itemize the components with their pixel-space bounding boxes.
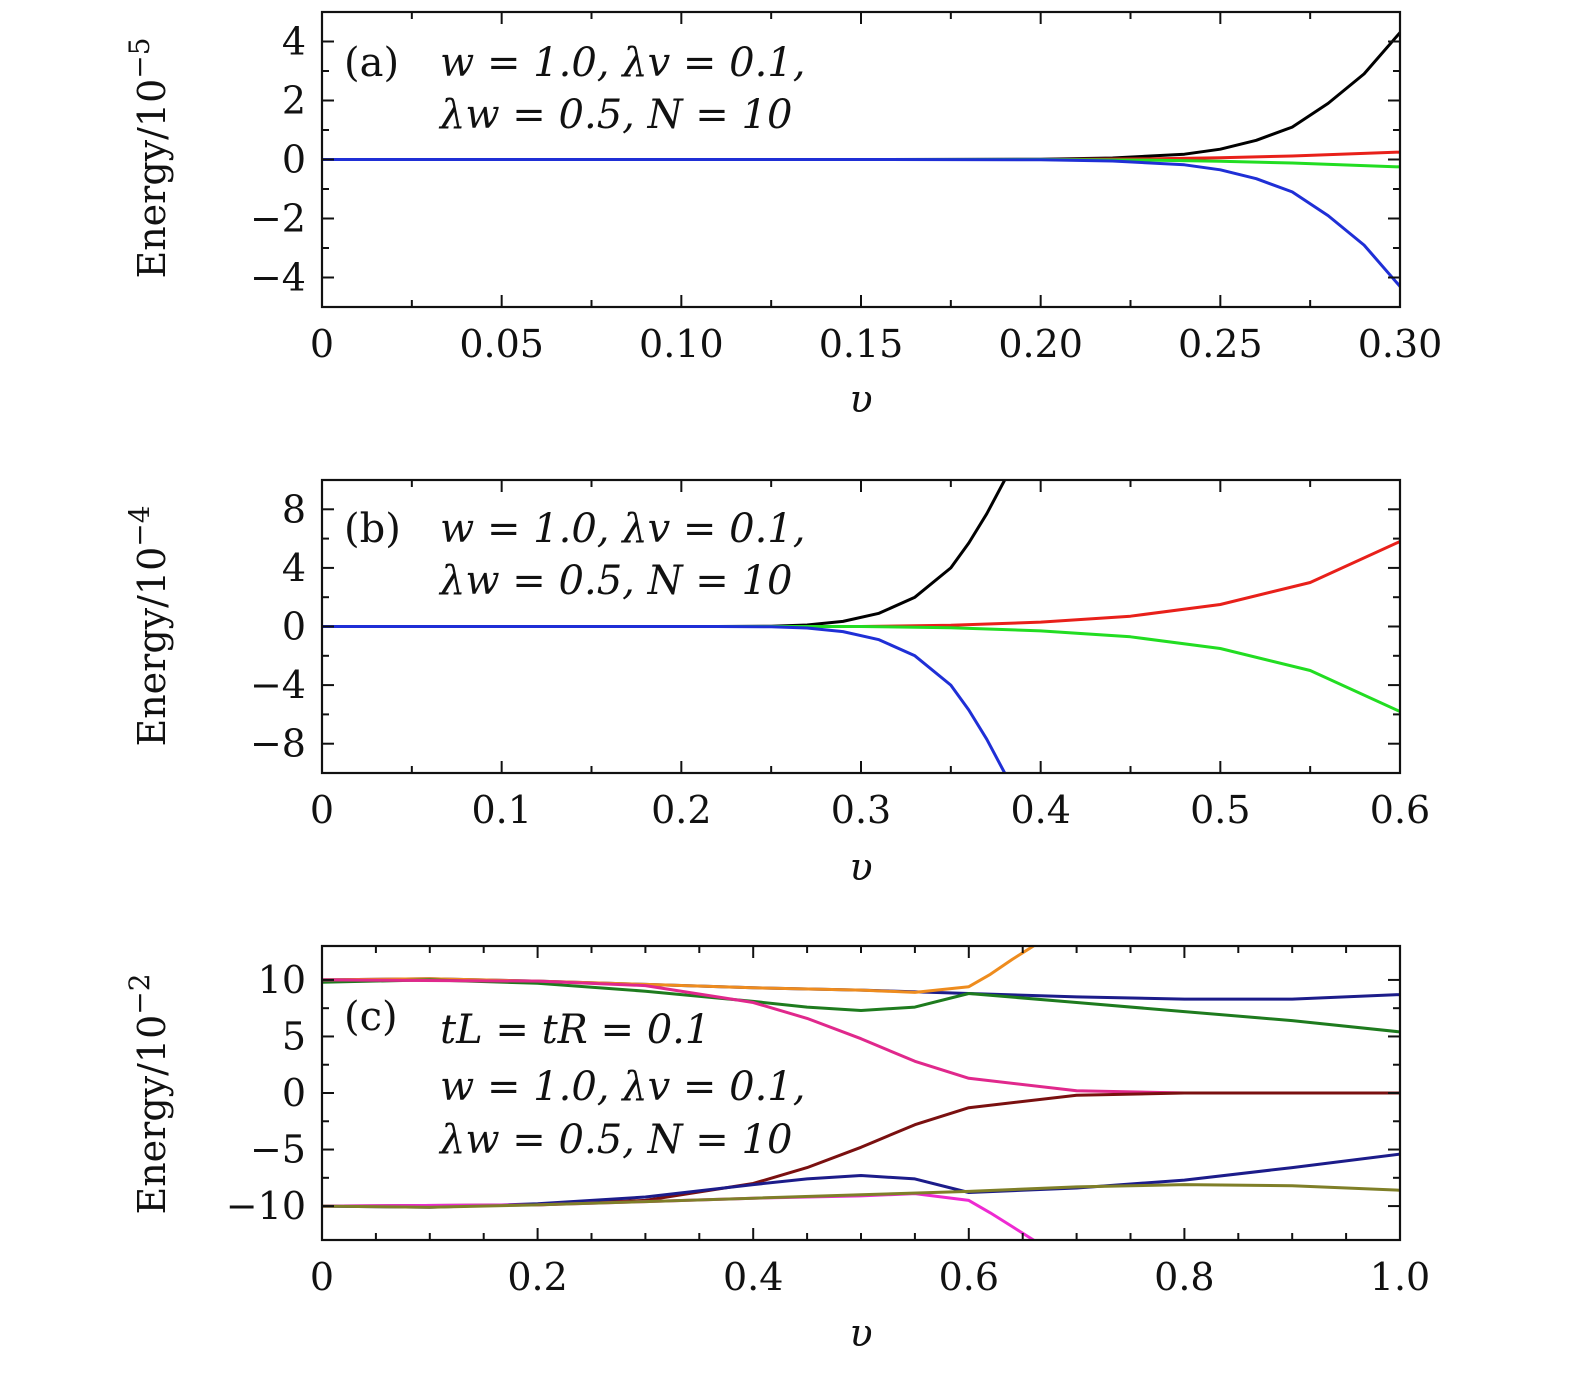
panel-a-xtick-label: 0 (310, 322, 334, 366)
panel-a-series-blue (322, 158, 1400, 288)
panel-a-xtick-label: 0.05 (459, 322, 544, 366)
panel-b-ylabel-exponent: −4 (123, 505, 156, 546)
panel-b-ytick-label: 8 (282, 487, 306, 531)
panel-c-panel-label: (c) (344, 994, 398, 1040)
panel-a-panel-label: (a) (344, 40, 399, 86)
panel-c-ytick-label: 5 (282, 1014, 306, 1058)
panel-c-annotation-line: λw = 0.5, N = 10 (438, 1117, 792, 1163)
panel-b-series-black (322, 480, 1007, 628)
panel-c-ytick-label: 0 (282, 1071, 306, 1115)
panel-a-xtick-label: 0.20 (998, 322, 1083, 366)
panel-a-ylabel-text: Energy/10 (130, 79, 174, 279)
panel-c-series-orange (322, 946, 1035, 994)
panel-a-ylabel-exponent: −5 (123, 37, 156, 78)
panel-b-ytick-label: 0 (282, 605, 306, 649)
panel-c-xtick-label: 1.0 (1370, 1255, 1430, 1299)
panel-c-ylabel-text: Energy/10 (130, 1015, 174, 1215)
panel-c-ylabel-exponent: −2 (123, 973, 156, 1014)
panel-a-series (322, 31, 1400, 288)
panel-b-ylabel-text: Energy/10 (130, 547, 174, 747)
panel-a-annotation-line: w = 1.0, λv = 0.1, (440, 40, 805, 86)
panel-c-ylabel: Energy/10−2 (123, 973, 174, 1214)
panel-c-xlabel: υ (849, 1311, 872, 1355)
panel-c-annotation-line: tL = tR = 0.1 (440, 1007, 710, 1053)
panel-b-panel-label: (b) (344, 506, 401, 552)
panel-a-ytick-label: −2 (250, 197, 306, 241)
panel-a-xtick-label: 0.30 (1358, 322, 1443, 366)
panel-c-ytick-label: 10 (258, 958, 306, 1002)
panel-c-series-olive (322, 1183, 1400, 1209)
panel-c-xtick-label: 0.6 (939, 1255, 999, 1299)
panel-a-ytick-label: 4 (282, 20, 306, 64)
panel-c-xtick-label: 0.4 (723, 1255, 783, 1299)
panel-c: 0 0.2 0.4 0.6 0.8 1.0 10 5 0 −5 −10 υ Energy/10−2 (c)… (123, 944, 1430, 1355)
panel-a-xtick-label: 0.15 (819, 322, 904, 366)
panel-c-annotation-line: w = 1.0, λv = 0.1, (440, 1064, 805, 1110)
panel-b-xtick-label: 0.3 (831, 788, 891, 832)
panel-b-annotation-line: λw = 0.5, N = 10 (438, 558, 792, 604)
panel-a-annotation-line: λw = 0.5, N = 10 (438, 92, 792, 138)
panel-b-xtick-label: 0.2 (651, 788, 711, 832)
panel-b-ytick-label: −4 (250, 663, 306, 707)
panel-b-xtick-label: 0.4 (1010, 788, 1070, 832)
panel-c-ytick-label: −10 (226, 1184, 306, 1228)
panel-b-series (322, 480, 1400, 773)
panel-a: 0 0.05 0.10 0.15 0.20 0.25 0.30 4 2 0 −2 −4 υ Energy/… (123, 10, 1443, 421)
panel-c-ytick-label: −5 (250, 1128, 306, 1172)
panel-a-ylabel: Energy/10−5 (123, 37, 174, 278)
panel-c-series-magenta-upper (322, 978, 1400, 1095)
panel-b-ytick-label: 4 (282, 546, 306, 590)
panel-c-series (322, 946, 1400, 1240)
panel-a-ytick-label: 0 (282, 138, 306, 182)
panel-b-xtick-label: 0.6 (1370, 788, 1430, 832)
panel-c-series-green (322, 978, 1400, 1034)
panel-b-ytick-label: −8 (250, 722, 306, 766)
panel-b-ylabel: Energy/10−4 (123, 505, 174, 746)
panel-b-xtick-label: 0 (310, 788, 334, 832)
panel-a-ytick-label: 2 (282, 79, 306, 123)
panel-b-xlabel: υ (849, 845, 872, 889)
panel-a-xtick-label: 0.25 (1178, 322, 1263, 366)
panel-c-xtick-label: 0.8 (1154, 1255, 1214, 1299)
panel-b-series-blue (322, 625, 1007, 773)
panel-b-series-green (322, 625, 1400, 713)
panel-c-xtick-label: 0 (310, 1255, 334, 1299)
panel-a-xtick-label: 0.10 (639, 322, 724, 366)
panel-b-xtick-label: 0.1 (471, 788, 531, 832)
panel-c-xtick-label: 0.2 (507, 1255, 567, 1299)
panel-a-ytick-label: −4 (250, 256, 306, 300)
panel-b-xtick-label: 0.5 (1190, 788, 1250, 832)
panel-b-annotation-line: w = 1.0, λv = 0.1, (440, 506, 805, 552)
panel-a-xlabel: υ (849, 377, 872, 421)
